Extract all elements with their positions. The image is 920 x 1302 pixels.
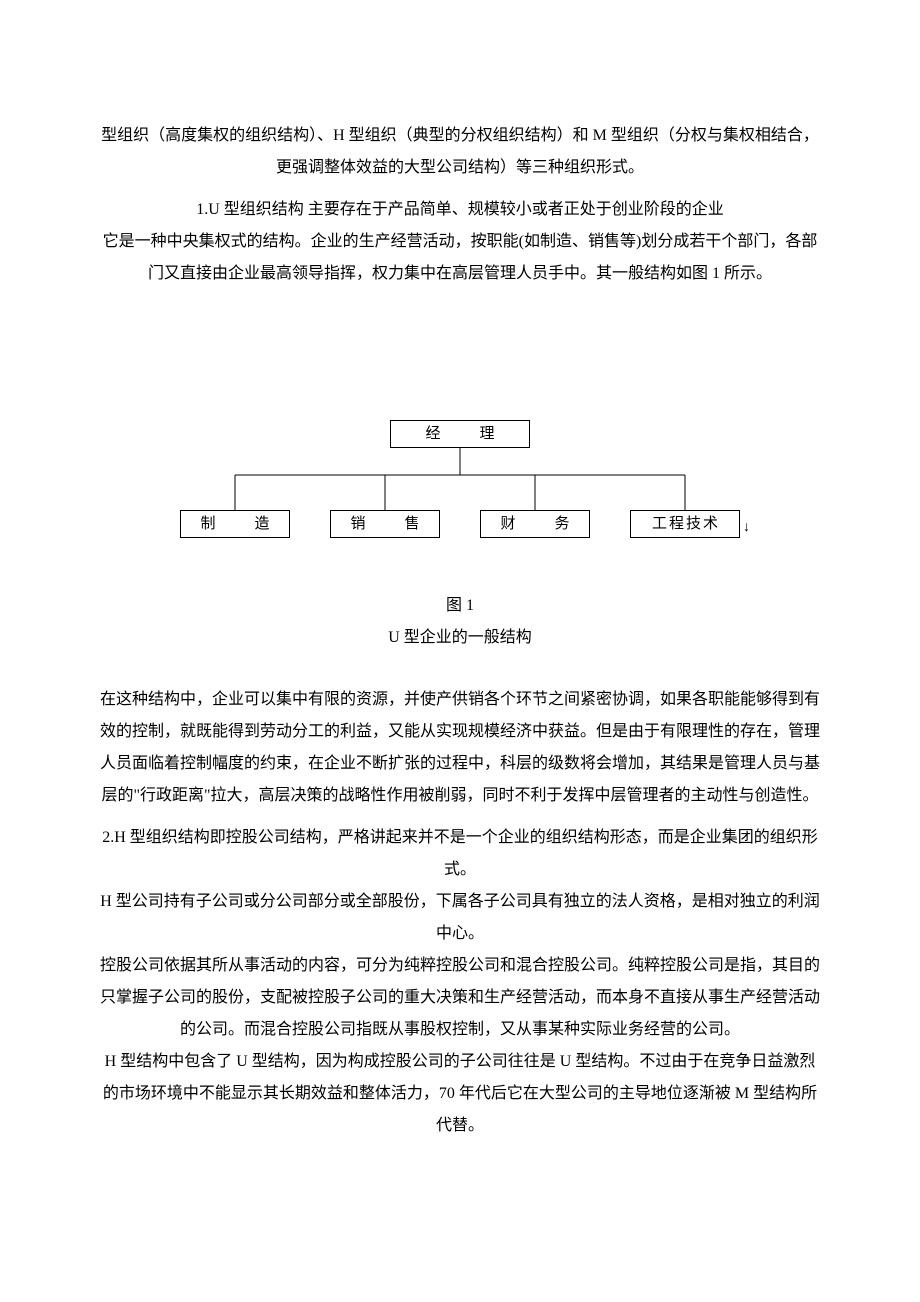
h-type-heading: 2.H 型组织结构即控股公司结构，严格讲起来并不是一个企业的组织结构形态，而是企… (100, 822, 820, 886)
arrow-down-icon: ↓ (743, 514, 750, 542)
u-type-heading: 1.U 型组织结构 主要存在于产品简单、规模较小或者正处于创业阶段的企业 (100, 194, 820, 226)
org-node-engineering: 工程技术 (630, 510, 740, 538)
h-type-p4: H 型结构中包含了 U 型结构，因为构成控股公司的子公司往往是 U 型结构。不过… (100, 1046, 820, 1142)
org-chart-diagram: 经 理 制 造 销 售 财 务 工程技术 ↓ (100, 420, 820, 540)
body-paragraph-1: 在这种结构中，企业可以集中有限的资源，并使产供销各个环节之间紧密协调，如果各职能… (100, 684, 820, 812)
figure-label: 图 1 (100, 590, 820, 622)
h-type-p2: H 型公司持有子公司或分公司部分或全部股份，下属各子公司具有独立的法人资格，是相… (100, 886, 820, 950)
figure-title: U 型企业的一般结构 (100, 622, 820, 654)
h-type-p3: 控股公司依据其所从事活动的内容，可分为纯粹控股公司和混合控股公司。纯粹控股公司是… (100, 950, 820, 1046)
u-type-body: 它是一种中央集权式的结构。企业的生产经营活动，按职能(如制造、销售等)划分成若干… (100, 226, 820, 290)
org-node-finance: 财 务 (480, 510, 590, 538)
org-node-manager: 经 理 (390, 420, 530, 448)
intro-paragraph-1: 型组织（高度集权的组织结构）、H 型组织（典型的分权组织结构）和 M 型组织（分… (100, 120, 820, 184)
org-node-sales: 销 售 (330, 510, 440, 538)
org-node-manufacturing: 制 造 (180, 510, 290, 538)
